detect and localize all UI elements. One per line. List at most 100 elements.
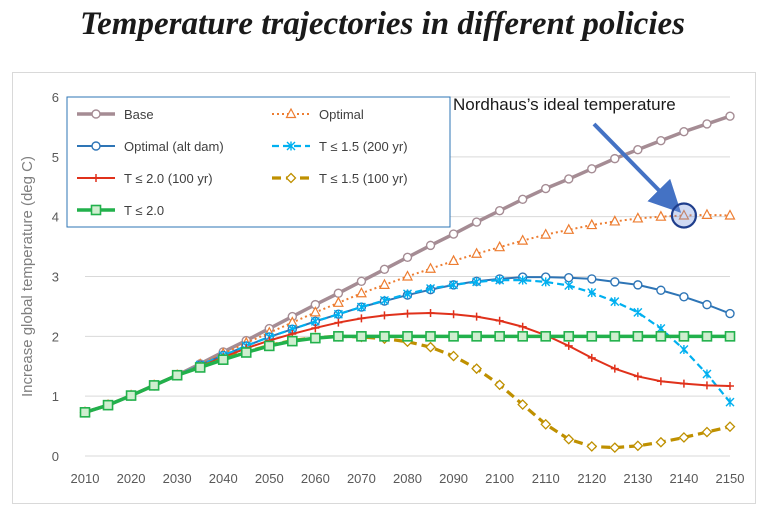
data-point xyxy=(357,314,366,323)
data-point xyxy=(633,372,642,381)
data-point xyxy=(564,341,573,350)
data-point xyxy=(678,331,690,342)
y-tick-label: 1 xyxy=(52,389,59,404)
series-lines xyxy=(79,111,736,454)
data-point xyxy=(311,323,320,332)
data-point xyxy=(356,331,367,342)
legend-marker xyxy=(91,141,101,151)
data-point xyxy=(702,299,712,310)
x-tick-label: 2050 xyxy=(255,471,284,486)
annotation-circle xyxy=(670,202,698,229)
data-point xyxy=(701,331,713,342)
data-point xyxy=(448,254,460,266)
data-point xyxy=(494,379,506,391)
data-point xyxy=(701,426,713,438)
legend-marker xyxy=(90,204,102,216)
y-axis-ticks: 0 1 2 3 4 5 6 xyxy=(52,90,59,464)
data-point xyxy=(471,247,483,258)
series-line xyxy=(84,311,731,414)
chart-title: Temperature trajectories in different po… xyxy=(80,6,685,42)
data-point xyxy=(656,377,665,386)
x-tick-label: 2040 xyxy=(209,471,238,486)
data-point xyxy=(380,311,389,320)
data-point xyxy=(471,363,483,375)
data-point xyxy=(610,297,620,307)
legend-item: Base xyxy=(77,107,154,122)
data-point xyxy=(379,331,390,342)
legend-item: T ≤ 2.0 (100 yr) xyxy=(77,171,213,186)
legend-marker xyxy=(91,109,101,119)
x-tick-label: 2110 xyxy=(532,471,560,486)
data-point xyxy=(356,276,367,286)
data-point xyxy=(240,347,252,358)
data-point xyxy=(678,432,690,443)
data-point xyxy=(494,240,506,252)
data-point xyxy=(656,285,666,295)
data-point xyxy=(518,322,527,331)
legend-marker xyxy=(286,141,296,151)
x-tick-label: 2020 xyxy=(117,471,146,486)
data-point xyxy=(102,399,114,411)
data-point xyxy=(402,252,413,263)
data-point xyxy=(726,381,734,390)
data-point xyxy=(402,331,413,342)
data-point xyxy=(587,288,597,298)
data-point xyxy=(702,119,712,129)
data-point xyxy=(403,289,412,299)
data-point xyxy=(678,209,690,220)
data-point xyxy=(679,344,689,354)
series-5 xyxy=(79,330,736,454)
data-point xyxy=(495,275,505,285)
y-tick-label: 5 xyxy=(52,150,59,165)
legend-marker xyxy=(285,107,297,119)
legend-label: T ≤ 1.5 (200 yr) xyxy=(319,139,408,154)
legend-label: Optimal xyxy=(319,107,364,122)
data-point xyxy=(586,331,598,342)
data-point xyxy=(610,153,620,164)
data-point xyxy=(426,308,435,317)
data-point xyxy=(79,407,91,418)
data-point xyxy=(287,335,298,347)
data-point xyxy=(679,292,689,302)
data-point xyxy=(472,312,481,321)
data-point xyxy=(724,209,736,220)
data-point xyxy=(333,331,344,342)
data-point xyxy=(725,397,735,407)
data-point xyxy=(517,194,528,205)
data-point xyxy=(587,164,597,174)
data-point xyxy=(633,280,643,290)
data-point xyxy=(655,436,667,448)
legend-marker xyxy=(92,174,100,182)
data-point xyxy=(125,390,137,401)
data-point xyxy=(517,331,528,342)
x-tick-label: 2140 xyxy=(669,471,698,486)
data-point xyxy=(563,433,575,445)
y-tick-label: 6 xyxy=(52,90,59,105)
data-point xyxy=(633,144,643,155)
data-point xyxy=(587,353,596,362)
data-point xyxy=(425,341,436,353)
series-6 xyxy=(79,331,736,418)
x-tick-label: 2100 xyxy=(485,471,514,486)
legend-item: T ≤ 1.5 (100 yr) xyxy=(272,171,408,186)
legend-marker xyxy=(285,172,297,184)
y-tick-label: 2 xyxy=(52,329,59,344)
chart-frame xyxy=(12,72,756,504)
data-point xyxy=(541,277,551,287)
data-point xyxy=(355,286,367,298)
data-point xyxy=(609,215,621,226)
data-point xyxy=(494,205,505,216)
legend-item: Optimal xyxy=(272,107,364,122)
data-point xyxy=(471,331,482,342)
y-axis-label: Increase global temperature (deg C) xyxy=(19,156,36,397)
data-point xyxy=(425,262,437,273)
data-point xyxy=(655,331,667,342)
legend-label: T ≤ 2.0 xyxy=(124,203,164,218)
x-tick-label: 2010 xyxy=(71,471,100,486)
data-point xyxy=(540,418,552,430)
data-point xyxy=(425,240,436,251)
data-point xyxy=(564,272,574,283)
series-line xyxy=(84,334,731,450)
legend-label: T ≤ 2.0 (100 yr) xyxy=(124,171,213,186)
